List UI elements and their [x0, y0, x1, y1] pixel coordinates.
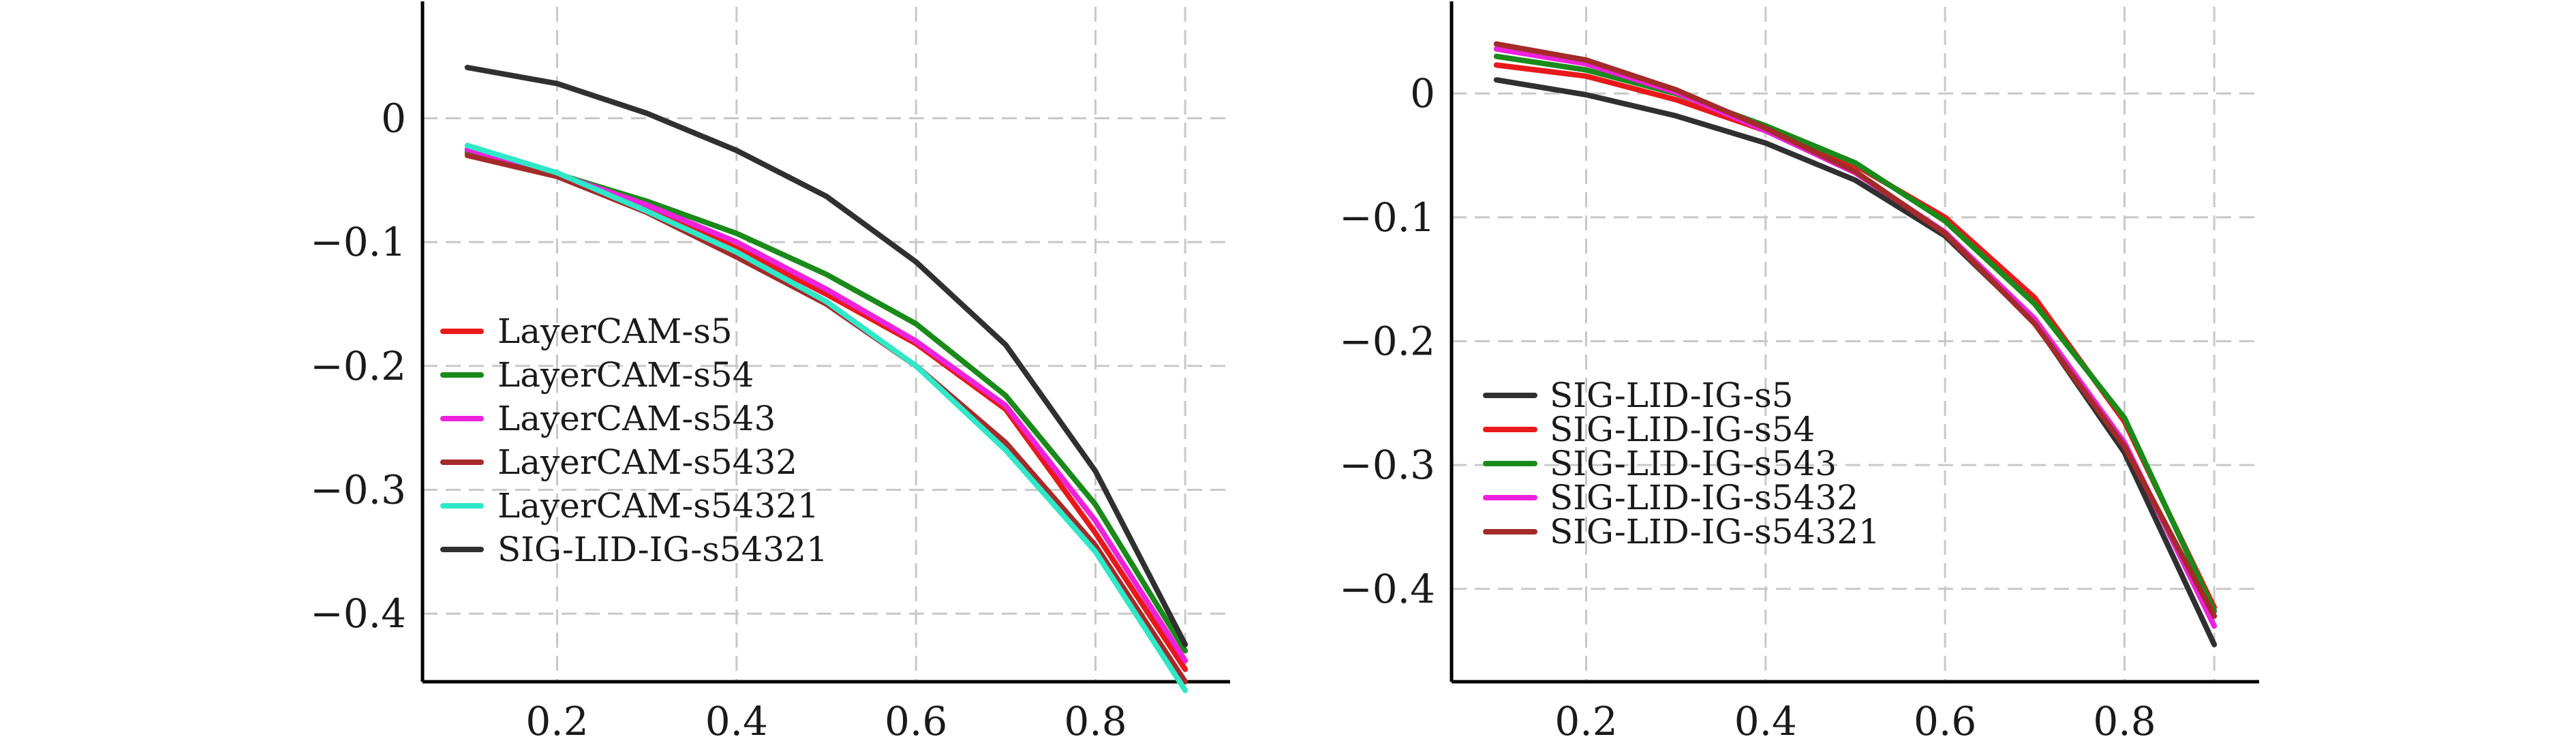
y-tick-label: −0.4: [310, 590, 406, 637]
series-line-sig-lid-ig-s543: [1493, 53, 2218, 614]
x-tick-label: 0.8: [2093, 698, 2156, 739]
y-tick-label: −0.1: [310, 219, 406, 265]
legend-label: SIG-LID-IG-s5: [1550, 376, 1794, 415]
series-line-layercam-s54321: [464, 142, 1189, 693]
series-line-sig-lid-ig-s54321: [464, 65, 1189, 648]
legend-label: SIG-LID-IG-s543: [1550, 444, 1837, 483]
x-tick-label: 0.2: [1554, 698, 1617, 739]
legend: LayerCAM-s5 LayerCAM-s54 LayerCAM-s543 Laye…: [440, 312, 828, 569]
legend-label: SIG-LID-IG-s54: [1550, 410, 1815, 449]
x-tick-label: 0.8: [1064, 698, 1126, 739]
legend-label: SIG-LID-IG-s54321: [497, 530, 828, 569]
y-tick-label: 0: [1410, 70, 1435, 117]
x-tick-label: 0.6: [1914, 698, 1976, 739]
legend: SIG-LID-IG-s5SIG-LID-IG-s54SIG-LID-IG-s5…: [1483, 376, 1880, 552]
legend-label: LayerCAM-s543: [497, 399, 776, 438]
y-tick-label: −0.3: [310, 466, 406, 513]
x-tick-label: 0.4: [705, 698, 768, 739]
legend-label: SIG-LID-IG-s54321: [1550, 512, 1880, 552]
y-tick-label: 0: [381, 95, 406, 141]
y-tick-label: −0.2: [1339, 318, 1435, 364]
y-tick-label: −0.4: [1339, 566, 1435, 612]
series-line-sig-lid-ig-s54321: [1493, 41, 2218, 619]
y-tick-label: −0.3: [1339, 442, 1435, 488]
legend-label: SIG-LID-IG-s5432: [1550, 478, 1858, 517]
legend-label: LayerCAM-s54321: [497, 486, 819, 526]
y-tick-label: −0.2: [310, 343, 406, 389]
x-tick-label: 0.6: [885, 698, 947, 739]
legend-label: LayerCAM-s5: [497, 312, 733, 351]
y-tick-label: −0.1: [1339, 194, 1435, 241]
x-tick-label: 0.2: [525, 698, 588, 739]
legend-label: LayerCAM-s5432: [497, 442, 797, 482]
right-plot-panel: 0.2 0.4 0.6 0.8 0 −0.1 −0.2 −0.3 −0.4 SIG-LID-IG-…: [1339, 1, 2259, 739]
left-plot-panel: 0.2 0.4 0.6 0.8 0 −0.1 −0.2 −0.3 −0.4 LayerCAM-s5…: [310, 1, 1230, 739]
legend-label: LayerCAM-s54: [497, 355, 754, 395]
x-tick-label: 0.4: [1734, 698, 1797, 739]
